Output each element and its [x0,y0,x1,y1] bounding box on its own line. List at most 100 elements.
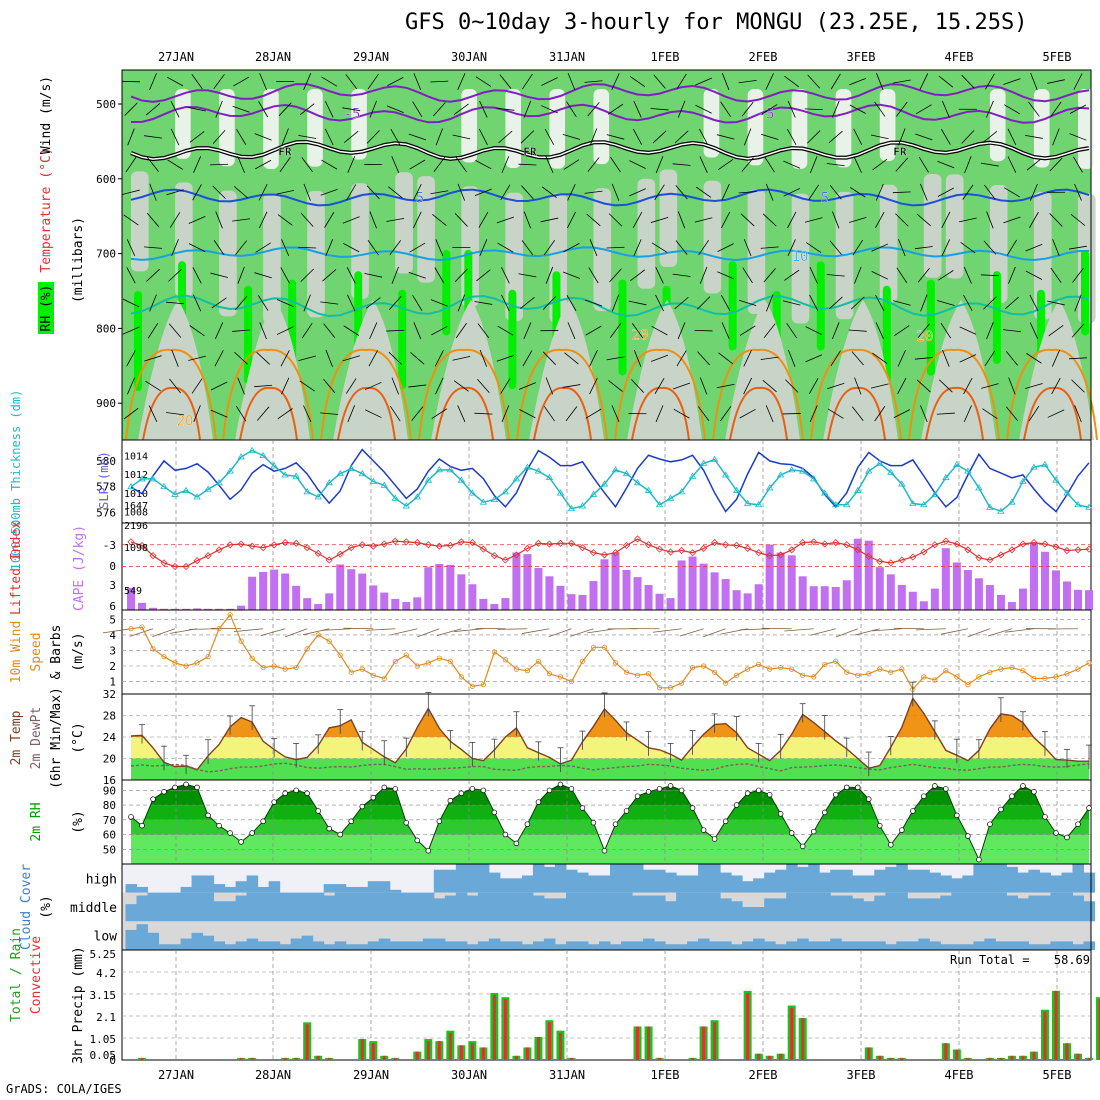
wind-speed-marker [1031,675,1037,682]
wind-barb [519,409,536,419]
wind-barb [541,186,557,198]
cloud-bar-low [576,941,589,950]
cape-bar [820,586,829,610]
cloud-bar-high [819,872,831,893]
cloud-bar-middle [543,898,556,922]
wind-barb [408,133,426,141]
wind-barb [386,218,405,222]
wind10m-axis-label-4: (m/s) [71,632,86,671]
lifted-index-marker [722,541,730,549]
wind-barb [453,103,469,115]
thickness-marker [898,480,906,487]
lifted-index-marker [633,535,642,543]
cloud-bar-high [1017,872,1029,893]
cloud-bar-middle [808,892,820,922]
wind-barb [853,156,862,173]
wind-barb [189,131,205,143]
wind-speed-marker [370,672,376,678]
cape-bar [435,564,444,610]
cloud-bar-low [907,941,919,950]
surface-wind-barb [739,628,770,631]
wind-barb [986,100,994,118]
isotherm-label: FR [893,145,907,158]
wind-barb [782,300,801,306]
precip-convective-bar [1098,999,1100,1060]
wind-barb [1050,101,1062,117]
precip-convective-bar [250,1057,254,1060]
rh-tick-label: 80 [103,799,116,812]
thickness-marker [876,459,884,466]
rh-dry-patch [703,180,722,294]
surface-wind-barb [570,628,594,637]
wind-barb [983,296,997,310]
rh-marker [227,830,233,836]
wind-barb [565,406,578,422]
cloud-bar-low [488,938,501,950]
wind-barb [1008,377,1016,395]
cloud-bar-low [709,941,721,950]
precip-convective-bar [1054,990,1058,1060]
cloud-bar-middle [951,892,963,922]
cloud-bar-middle [621,892,633,922]
cloud-bar-middle [852,898,864,922]
lifted-index-marker [810,538,818,546]
precip-convective-bar [327,1057,331,1060]
wind-barb [784,75,800,88]
wind-barb [501,267,510,284]
wind-barb [809,266,818,284]
cape-bar [281,573,290,610]
wind-barb [562,384,581,388]
wind-barb [1008,266,1016,284]
wind-barb [386,105,404,113]
wind-barb [805,326,822,336]
cloud-bar-middle [576,892,589,922]
wind-barb [432,213,447,226]
rh-marker [128,814,134,820]
wind-barb [808,377,819,395]
wind-barb [697,406,710,422]
wind-barb [126,267,136,284]
wind-speed-marker [998,666,1004,672]
wind-barb [1074,405,1082,423]
cloud-bar-high [709,864,721,893]
cloud-bar-middle [499,892,512,922]
cloud-bar-middle [246,892,259,922]
lifted-index-marker [413,539,421,547]
wind-barb [169,378,181,394]
run-total-label: Run Total = [950,953,1029,967]
wind-barb [1073,73,1083,90]
cloud-bar-middle [1006,895,1018,922]
wind-barb [127,128,135,146]
cloud-bar-middle [411,892,424,922]
wind-barb [1003,187,1020,198]
cloud-bar-middle [554,898,567,922]
wind-speed-marker [866,671,872,677]
wind-barb [237,377,245,395]
rh-marker [667,783,674,789]
wind-barb [170,128,180,146]
wind-barb [434,350,444,367]
thickness-marker [743,499,752,506]
cloud-bar-middle [532,895,545,922]
wind-barb [168,323,182,338]
wind-barb [193,156,202,173]
rh-marker [1086,805,1092,811]
cloud-bar-high [356,886,369,893]
wind-barb [123,214,139,226]
surface-wind-barb [872,628,902,632]
wind-barb [584,80,603,83]
rh-band [131,819,1089,835]
wind-barb [430,80,449,83]
wind-barb [876,73,884,91]
wind-barb [937,300,955,306]
thickness-marker [810,475,818,482]
cape-bar [501,598,510,610]
wind-speed-marker [1009,664,1015,671]
wind-barb [455,157,467,173]
rh-marker [777,811,784,817]
surface-wind-barb [915,628,946,631]
lifted-index-marker [391,537,399,545]
wind-barb [916,379,931,393]
surface-wind-barb [343,627,374,630]
wind-speed-marker [304,646,310,652]
